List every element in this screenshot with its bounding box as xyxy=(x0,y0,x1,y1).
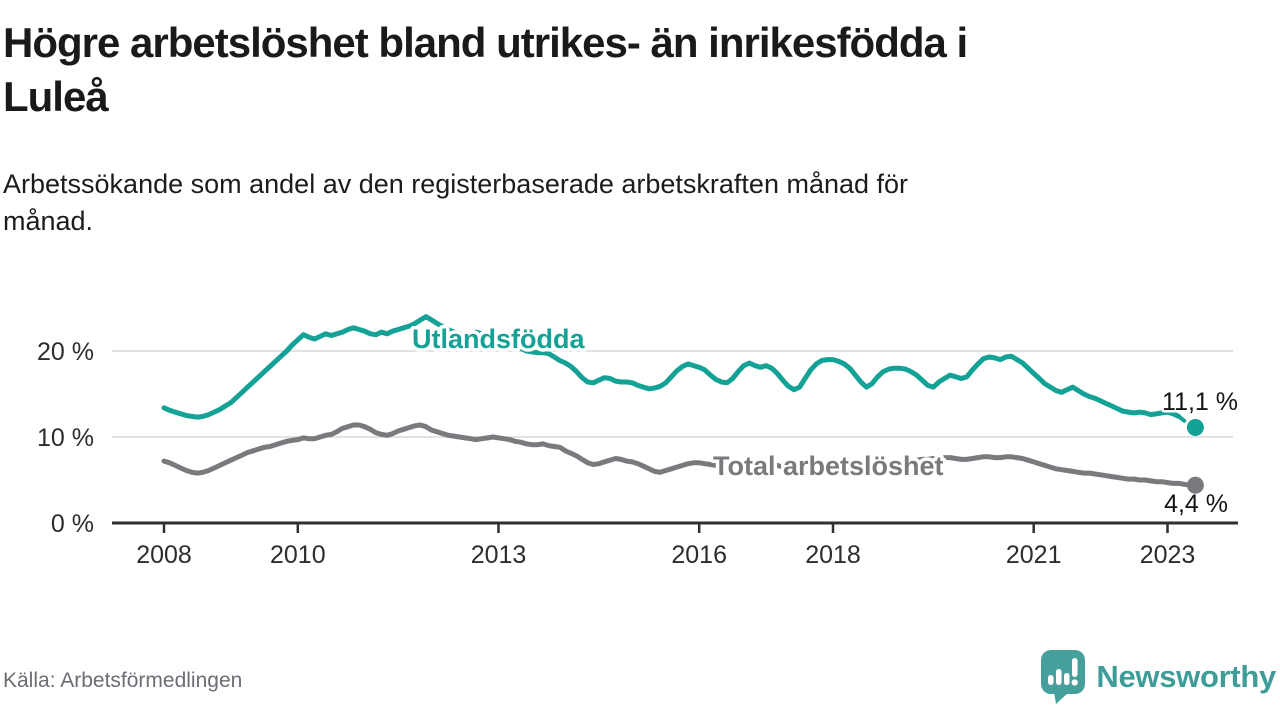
y-tick-label: 0 % xyxy=(51,510,94,538)
x-axis-labels: 2008 2010 2013 2016 2018 2021 2023 xyxy=(136,541,1195,569)
speech-bubble-icon xyxy=(1041,650,1086,704)
x-tick-label: 2010 xyxy=(270,541,326,569)
x-tick-label: 2021 xyxy=(1006,541,1062,569)
y-tick-label: 10 % xyxy=(37,424,94,452)
y-tick-label: 20 % xyxy=(37,338,94,366)
series-line xyxy=(161,422,1198,488)
page-title: Högre arbetslöshet bland utrikes- än inr… xyxy=(3,19,968,120)
x-tick-label: 2023 xyxy=(1140,541,1196,569)
unemployment-chart: 20 % 10 % 0 % 2008 2010 2013 2016 2018 2021 2023… xyxy=(37,314,1241,569)
end-value-utlandsfodda: 11,1 % xyxy=(1162,388,1238,416)
bar-chart-exclamation-icon xyxy=(1048,658,1079,686)
y-axis-labels: 20 % 10 % 0 % xyxy=(37,338,94,538)
overlay-labels: Utlandsfödda Total arbetslöshet 11,1 % 4… xyxy=(409,321,1241,521)
x-tick-label: 2016 xyxy=(671,541,727,569)
brand-name: Newsworthy xyxy=(1096,658,1276,694)
page-subtitle: Arbetssökande som andel av den registerb… xyxy=(3,169,909,237)
x-tick-label: 2018 xyxy=(805,541,861,569)
end-dots xyxy=(1186,419,1204,494)
x-tick-label: 2008 xyxy=(136,541,192,569)
end-value-total: 4,4 % xyxy=(1164,490,1228,518)
chart-area: 20 % 10 % 0 % 2008 2010 2013 2016 2018 2021 2023… xyxy=(0,293,1280,583)
series-label-utlandsfodda: Utlandsfödda xyxy=(412,324,585,354)
x-tick-label: 2013 xyxy=(471,541,527,569)
series-label-total: Total arbetslöshet xyxy=(713,451,944,481)
newsworthy-logo-icon xyxy=(1041,650,1086,704)
x-axis xyxy=(112,521,1238,533)
series-end-dot xyxy=(1186,476,1204,494)
series-end-dot xyxy=(1186,419,1204,436)
source-note: Källa: Arbetsförmedlingen xyxy=(3,669,243,692)
newsworthy-logo: Newsworthy xyxy=(1038,648,1276,705)
series-line-solid xyxy=(161,314,1182,420)
gridlines xyxy=(112,350,1233,438)
series-lines xyxy=(161,314,1198,488)
